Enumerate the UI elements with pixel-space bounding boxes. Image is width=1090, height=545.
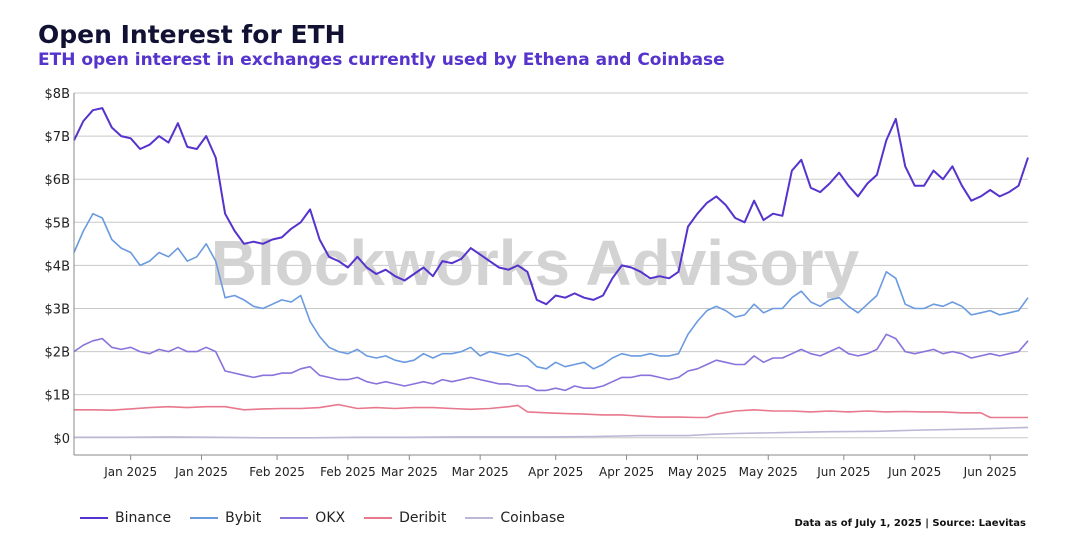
x-tick-label: Jun 2025 <box>816 465 870 479</box>
x-tick-label: Feb 2025 <box>320 465 376 479</box>
y-tick-label: $3B <box>45 302 70 317</box>
x-tick-label: Jan 2025 <box>174 465 228 479</box>
grid-layer <box>74 92 1028 439</box>
series-line-binance <box>73 107 1029 306</box>
series-line-deribit <box>74 403 1028 419</box>
legend-label-bybit: Bybit <box>225 510 262 526</box>
chart-subtitle: ETH open interest in exchanges currently… <box>38 50 725 70</box>
legend-swatch-deribit <box>364 517 393 519</box>
y-tick-label: $2B <box>45 346 70 361</box>
legend-item-okx: OKX <box>280 510 345 526</box>
x-tick-label: Mar 2025 <box>381 465 438 479</box>
legend-swatch-bybit <box>190 517 219 519</box>
legend: Binance Bybit OKX Deribit Coinbase <box>80 510 584 526</box>
series-line-okx <box>73 333 1029 392</box>
source-note: Data as of July 1, 2025 | Source: Laevit… <box>794 518 1026 529</box>
x-tick-label: Jun 2025 <box>963 465 1017 479</box>
x-tick-label: Jun 2025 <box>887 465 941 479</box>
legend-label-coinbase: Coinbase <box>500 510 565 526</box>
x-tick-label: May 2025 <box>739 465 798 479</box>
legend-item-deribit: Deribit <box>364 510 446 526</box>
y-tick-label: $6B <box>45 173 70 188</box>
x-tick-label: Apr 2025 <box>599 465 654 479</box>
y-tick-label: $0 <box>53 432 70 447</box>
legend-swatch-okx <box>280 517 309 519</box>
x-tick-label: Apr 2025 <box>528 465 583 479</box>
chart-title: Open Interest for ETH <box>38 20 346 49</box>
series-line-bybit <box>73 212 1029 370</box>
y-tick-label: $4B <box>45 259 70 274</box>
legend-item-bybit: Bybit <box>190 510 261 526</box>
watermark: Blockworks Advisory <box>211 227 860 299</box>
x-tick-label: Mar 2025 <box>452 465 509 479</box>
legend-label-okx: OKX <box>315 510 346 526</box>
x-tick-label: Feb 2025 <box>249 465 305 479</box>
series-line-coinbase <box>74 426 1029 439</box>
x-tick-label: May 2025 <box>668 465 727 479</box>
legend-label-binance: Binance <box>115 510 172 526</box>
legend-swatch-coinbase <box>465 517 494 519</box>
legend-item-coinbase: Coinbase <box>465 510 565 526</box>
series-layer <box>73 107 1029 439</box>
axis-layer: $0 $1B $2B $3B $4B $5B $6B $7B $8B Jan 2025 Jan 20… <box>45 87 1028 479</box>
y-tick-label: $5B <box>45 216 70 231</box>
x-tick-label: Jan 2025 <box>103 465 157 479</box>
legend-swatch-binance <box>80 517 108 519</box>
y-tick-label: $1B <box>45 389 70 404</box>
y-tick-label: $8B <box>45 87 70 102</box>
legend-item-binance: Binance <box>80 510 171 526</box>
legend-label-deribit: Deribit <box>399 510 447 526</box>
y-tick-label: $7B <box>45 130 70 145</box>
